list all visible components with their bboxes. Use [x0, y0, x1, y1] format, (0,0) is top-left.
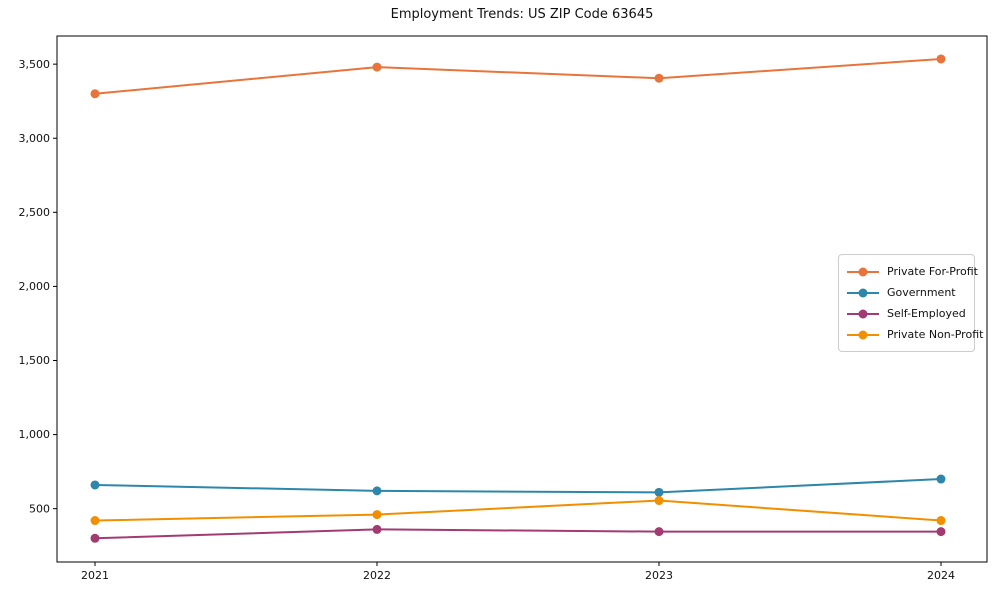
legend: Private For-Profit Government Self-Employe… — [838, 254, 983, 352]
data-point — [936, 516, 946, 526]
data-point — [90, 516, 100, 526]
legend-item: Self-Employed — [847, 303, 966, 324]
legend-item: Government — [847, 282, 966, 303]
x-tick-label: 2023 — [645, 569, 673, 582]
data-point — [372, 62, 382, 72]
data-point — [654, 73, 664, 83]
x-tick-label: 2024 — [927, 569, 955, 582]
legend-dot-icon — [858, 288, 868, 297]
data-point — [936, 474, 946, 484]
y-tick-label: 2,000 — [19, 280, 51, 293]
data-point — [90, 480, 100, 490]
legend-marker-icon — [847, 330, 879, 339]
x-tick-label: 2022 — [363, 569, 391, 582]
data-point — [372, 510, 382, 520]
legend-label: Private Non-Profit — [887, 328, 984, 341]
series-line — [94, 499, 942, 522]
series-line — [94, 478, 942, 494]
legend-label: Private For-Profit — [887, 265, 978, 278]
chart-title: Employment Trends: US ZIP Code 63645 — [390, 7, 654, 22]
data-point — [90, 533, 100, 543]
legend-item: Private Non-Profit — [847, 324, 983, 345]
y-tick-label: 500 — [29, 502, 50, 515]
data-point — [654, 527, 664, 537]
data-point — [936, 527, 946, 537]
legend-dot-icon — [858, 267, 868, 276]
legend-marker-icon — [847, 309, 879, 318]
series-line — [94, 57, 942, 95]
legend-label: Government — [887, 286, 956, 299]
y-tick-label: 1,000 — [19, 428, 51, 441]
y-tick-label: 2,500 — [19, 206, 51, 219]
data-point — [936, 54, 946, 64]
legend-dot-icon — [858, 330, 868, 339]
data-point — [90, 89, 100, 99]
legend-label: Self-Employed — [887, 307, 966, 320]
y-tick-label: 1,500 — [19, 354, 51, 367]
legend-item: Private For-Profit — [847, 261, 978, 282]
legend-dot-icon — [858, 309, 868, 318]
data-point — [372, 524, 382, 534]
data-point — [654, 496, 664, 506]
data-point — [654, 487, 664, 497]
legend-marker-icon — [847, 288, 879, 297]
legend-marker-icon — [847, 267, 879, 276]
y-tick-label: 3,000 — [19, 132, 51, 145]
y-tick-label: 3,500 — [19, 58, 51, 71]
plot-frame — [56, 35, 988, 563]
series-line — [94, 528, 942, 540]
data-point — [372, 486, 382, 496]
x-tick-label: 2021 — [81, 569, 109, 582]
